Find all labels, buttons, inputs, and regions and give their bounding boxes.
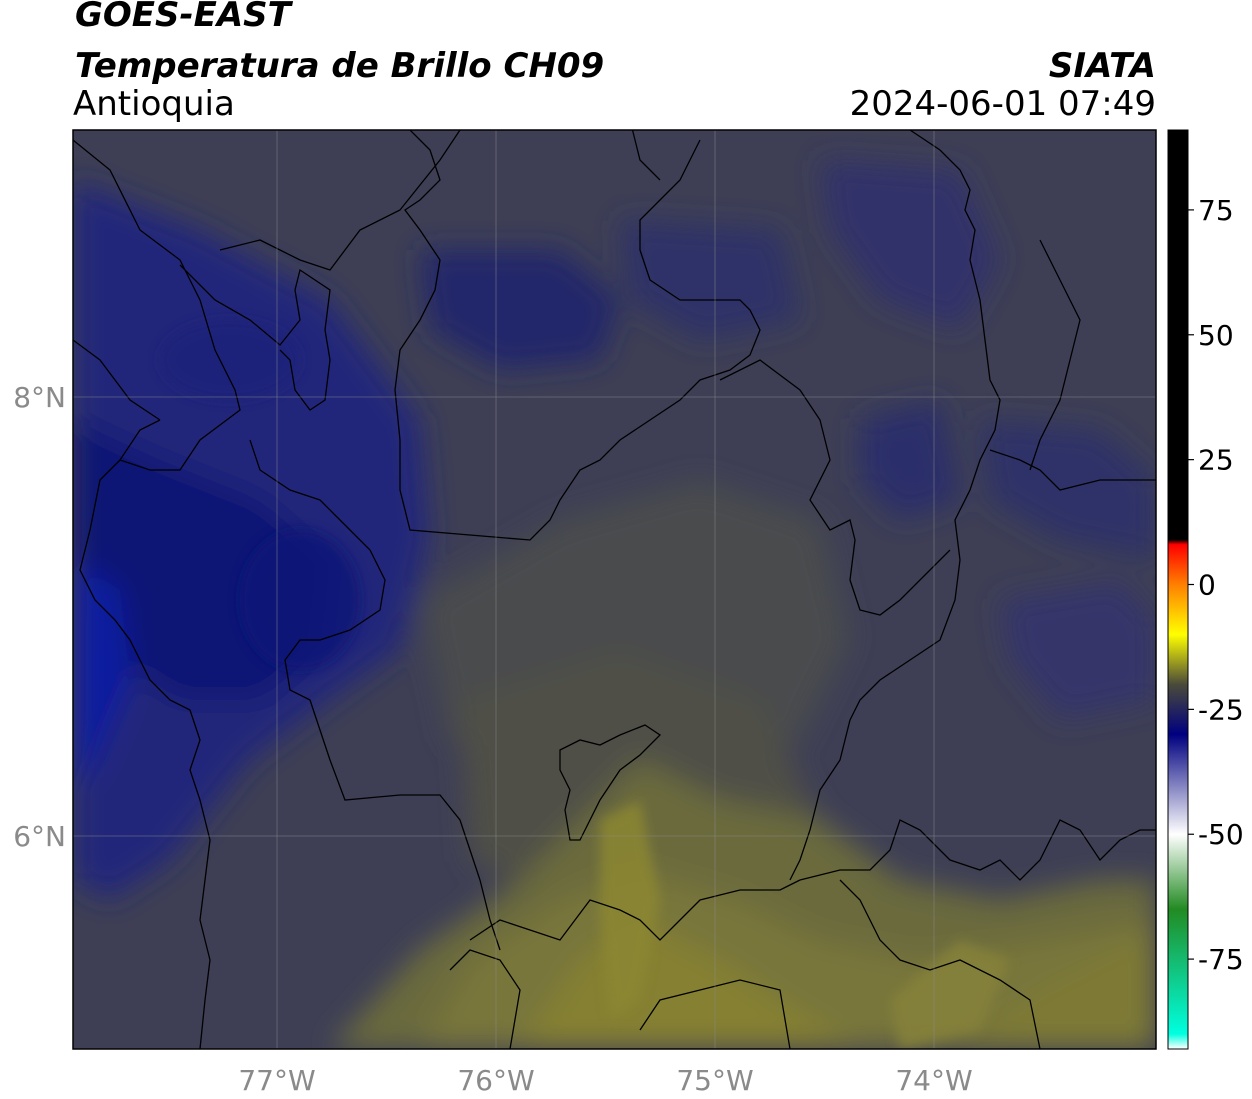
brightness-temperature-field (73, 130, 1156, 1049)
colorbar-tick-label: -75 (1198, 943, 1244, 976)
colorbar-strip (1167, 129, 1189, 1050)
region-label: Antioquia (73, 84, 235, 124)
colorbar-tick-label: 25 (1198, 444, 1234, 477)
satellite-title: GOES-EAST (75, 0, 291, 35)
colorbar-tick-label: -25 (1198, 693, 1244, 726)
borders-layer (73, 130, 1156, 1049)
colorbar-tick-label: 50 (1198, 319, 1234, 352)
lon-tick-label: 77°W (238, 1064, 315, 1097)
colorbar-tick-label: 0 (1198, 569, 1216, 602)
colorbar-tick-label: 75 (1198, 194, 1234, 227)
lon-tick-label: 75°W (676, 1064, 753, 1097)
lat-tick-label: 6°N (13, 820, 66, 853)
product-title: Temperatura de Brillo CH09 (75, 46, 605, 86)
lon-tick-label: 74°W (895, 1064, 972, 1097)
colorbar-tick-label: -50 (1198, 818, 1244, 851)
graticule (73, 130, 1156, 1049)
lon-tick-label: 76°W (457, 1064, 534, 1097)
lat-tick-label: 8°N (13, 381, 66, 414)
map-frame (72, 129, 1157, 1050)
colorbar: 75 50 25 0 -25 -50 -75 (1167, 129, 1244, 1050)
timestamp-label: 2024-06-01 07:49 (849, 84, 1156, 124)
agency-label: SIATA (1048, 46, 1156, 86)
